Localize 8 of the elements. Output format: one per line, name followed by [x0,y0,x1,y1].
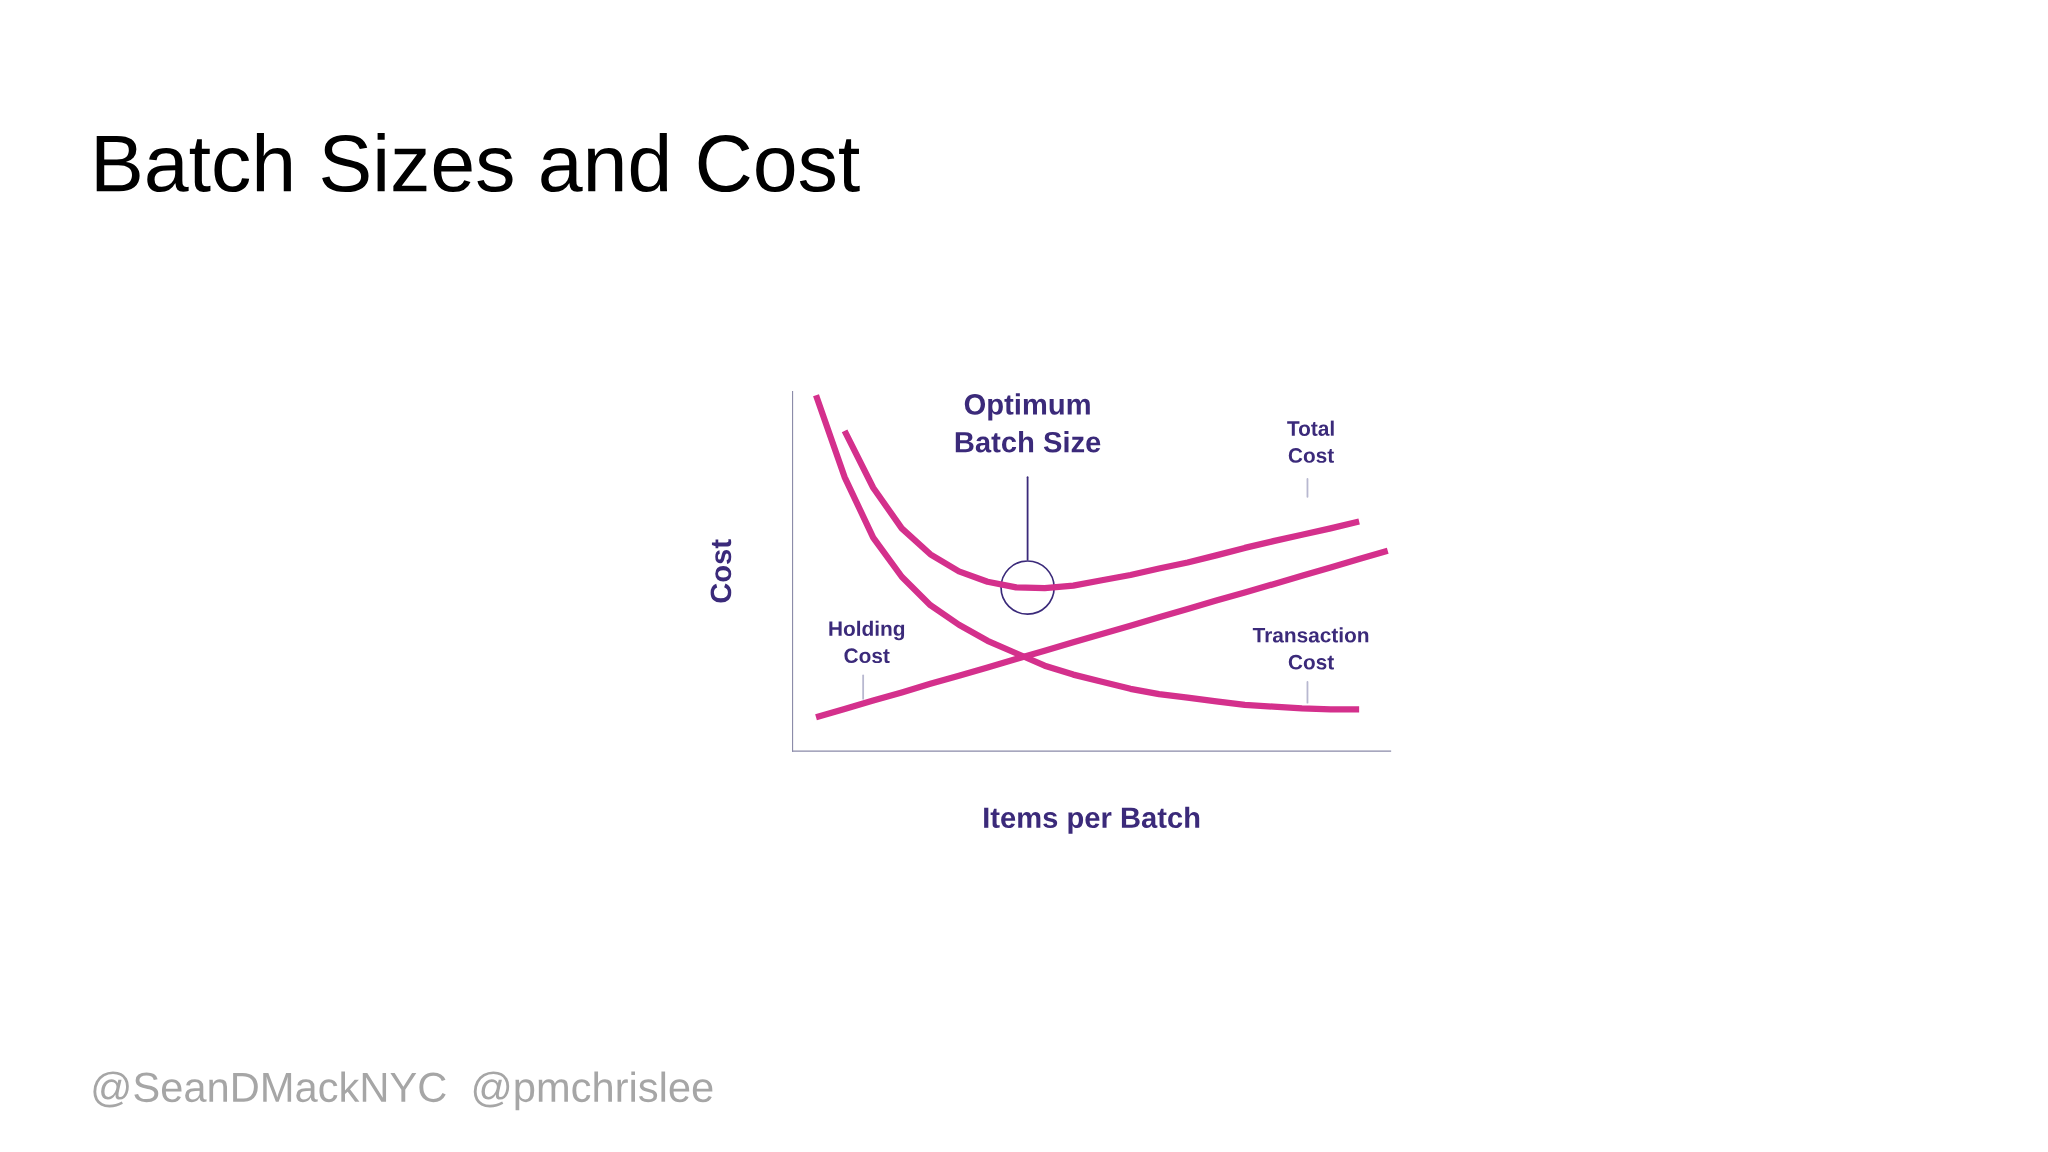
y-axis-title: Cost [710,539,732,603]
x-axis-title: Items per Batch [984,806,1200,834]
text: @SeanDMackNYC @pmchrislee [93,1071,713,1111]
annotation: Transaction Cost [1252,627,1369,670]
annotation: Holding Cost [829,620,905,664]
annotation: Total Cost [1287,420,1334,463]
chart-title: Batch Sizes and Cost [96,132,860,193]
annotation: Optimum Batch Size [955,393,1101,453]
